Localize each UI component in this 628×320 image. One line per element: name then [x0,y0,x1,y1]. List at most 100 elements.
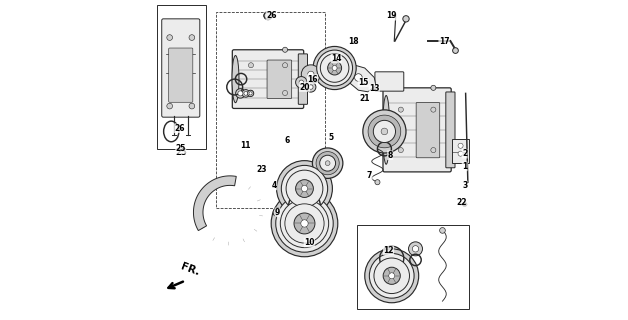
Text: 4: 4 [272,181,277,190]
Text: 5: 5 [329,133,334,142]
Circle shape [308,71,314,77]
Bar [357,225,470,309]
Circle shape [244,92,247,95]
FancyBboxPatch shape [169,48,193,102]
Ellipse shape [232,55,239,103]
Circle shape [249,91,254,96]
Circle shape [383,267,400,284]
Text: 13: 13 [369,84,379,93]
Circle shape [242,90,249,97]
Polygon shape [346,65,376,92]
Text: 20: 20 [299,83,310,92]
FancyBboxPatch shape [162,19,200,117]
Circle shape [275,210,279,215]
Circle shape [167,35,173,40]
Bar [157,4,206,149]
Text: 2: 2 [462,149,467,158]
Text: 11: 11 [241,141,251,150]
Circle shape [285,204,324,243]
Circle shape [403,16,409,22]
Circle shape [458,151,463,156]
Circle shape [294,213,315,234]
Circle shape [167,103,173,109]
Text: 22: 22 [457,198,467,207]
Circle shape [368,115,401,148]
Circle shape [320,155,335,171]
Circle shape [283,63,288,68]
Circle shape [283,91,288,96]
Circle shape [247,90,254,97]
Circle shape [413,246,419,252]
Text: 10: 10 [304,238,315,247]
Circle shape [389,273,395,279]
Circle shape [332,66,337,70]
Circle shape [296,76,307,88]
Circle shape [276,161,332,216]
Circle shape [398,148,403,153]
Circle shape [296,180,313,197]
Circle shape [264,12,272,20]
Circle shape [312,148,343,178]
Ellipse shape [382,95,389,164]
Circle shape [189,35,195,40]
Text: 25: 25 [175,148,187,156]
Circle shape [249,92,252,95]
FancyBboxPatch shape [383,88,451,172]
Circle shape [373,120,396,142]
Circle shape [238,91,243,96]
Circle shape [271,190,338,257]
FancyBboxPatch shape [416,102,440,158]
Text: 21: 21 [359,94,370,103]
Text: 17: 17 [439,36,450,45]
Text: FR.: FR. [179,262,201,278]
Circle shape [306,82,316,92]
Circle shape [301,186,308,192]
Circle shape [374,258,409,293]
Text: 16: 16 [307,75,318,84]
FancyBboxPatch shape [298,54,308,104]
Text: 6: 6 [284,136,290,146]
Text: 15: 15 [358,78,369,87]
Bar [215,12,325,208]
FancyBboxPatch shape [446,92,455,168]
Circle shape [280,199,328,248]
Circle shape [316,152,339,175]
Circle shape [462,202,467,207]
Text: 26: 26 [174,124,185,133]
Circle shape [325,161,330,165]
FancyBboxPatch shape [232,50,304,108]
Circle shape [365,249,419,303]
Text: 9: 9 [275,208,280,217]
Text: 3: 3 [462,181,467,190]
Text: 7: 7 [367,172,372,180]
Circle shape [355,74,362,81]
Circle shape [409,242,423,256]
Text: 1: 1 [462,162,467,171]
Circle shape [317,50,352,86]
Circle shape [375,180,380,185]
Polygon shape [193,176,236,231]
Circle shape [286,170,323,207]
Circle shape [301,220,308,227]
Circle shape [369,253,414,298]
Text: 19: 19 [386,11,397,20]
Circle shape [431,85,436,90]
Circle shape [363,110,406,153]
Circle shape [440,228,445,233]
Circle shape [273,208,282,217]
Text: 18: 18 [349,36,359,45]
Circle shape [299,80,303,84]
Circle shape [398,107,403,112]
Circle shape [453,48,458,53]
Bar [452,140,470,163]
Circle shape [276,195,333,252]
Circle shape [313,46,356,90]
Text: 12: 12 [383,246,394,255]
Circle shape [320,54,349,82]
Circle shape [328,61,342,75]
Circle shape [301,65,320,84]
Text: 23: 23 [256,165,267,174]
Circle shape [431,148,436,153]
Circle shape [249,63,254,68]
Circle shape [431,107,436,112]
